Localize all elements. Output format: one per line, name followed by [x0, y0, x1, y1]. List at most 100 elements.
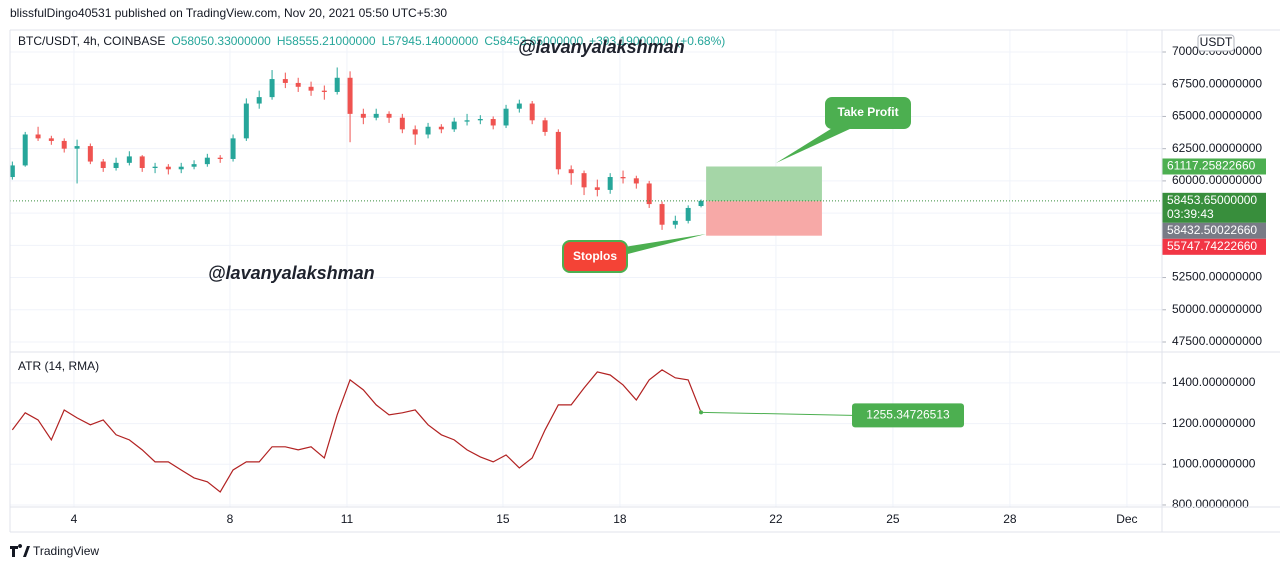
value-callout-label: 1255.34726513	[866, 408, 950, 422]
ohlc-value: H58555.21000000	[277, 34, 376, 48]
candle-body	[529, 103, 535, 121]
candle-body	[386, 113, 392, 118]
candle-body	[334, 77, 340, 92]
candle-body	[607, 177, 613, 190]
candle-body	[425, 126, 431, 135]
watermark: @lavanyalakshman	[518, 37, 685, 57]
x-tick-label: Dec	[1116, 512, 1137, 526]
candle-body	[35, 134, 41, 139]
candle-body	[646, 183, 652, 205]
candle-body	[48, 138, 54, 141]
candle-body	[672, 220, 678, 225]
y-tick-label: 50000.00000000	[1172, 302, 1262, 316]
brand: TradingView	[33, 544, 99, 558]
candle-body	[204, 157, 210, 165]
candle-body	[269, 79, 275, 98]
candle-body	[191, 164, 197, 167]
stop-loss-label: Stoplos	[573, 249, 617, 263]
watermark: @lavanyalakshman	[208, 263, 375, 283]
take-profit-label: Take Profit	[837, 105, 898, 119]
candle-body	[373, 113, 379, 118]
y-tick-label: 62500.00000000	[1172, 141, 1262, 155]
candle-body	[490, 119, 496, 126]
candle-body	[282, 79, 288, 83]
candle-body	[230, 138, 236, 159]
candle-body	[113, 162, 119, 168]
candle-body	[659, 204, 665, 225]
candle-body	[87, 146, 93, 162]
candle-body	[126, 156, 132, 163]
price-tag-label: 61117.25822660	[1167, 159, 1256, 173]
candle-body	[581, 173, 587, 188]
candle-body	[152, 166, 158, 168]
y-tick-label: 67500.00000000	[1172, 76, 1262, 90]
ohlc-value: +393.19000000 (+0.68%)	[589, 34, 725, 48]
candle-body	[542, 120, 548, 132]
candle-body	[620, 177, 626, 179]
value-callout	[852, 403, 964, 428]
candle-body	[165, 166, 171, 170]
candle-body	[594, 187, 600, 190]
candle-body	[74, 146, 80, 149]
ohlc-value: L57945.14000000	[382, 34, 479, 48]
candle-body	[477, 119, 483, 121]
take-profit-box	[825, 97, 911, 129]
price-tag	[1162, 222, 1266, 239]
candle-body	[555, 131, 561, 170]
indicator-title: ATR (14, RMA)	[18, 359, 99, 373]
currency-box	[1197, 34, 1235, 52]
candle-body	[451, 121, 457, 130]
candle-body	[412, 129, 418, 135]
candle-body	[100, 161, 106, 168]
price-tag-label: 58453.65000000	[1167, 193, 1257, 207]
candle-body	[464, 120, 470, 122]
x-tick-label: 25	[886, 512, 900, 526]
candle-body	[9, 165, 15, 178]
y-tick-label: 1200.00000000	[1172, 416, 1256, 430]
price-tag-countdown: 03:39:43	[1167, 207, 1214, 221]
x-tick-label: 18	[613, 512, 627, 526]
candle-body	[516, 103, 522, 109]
candle-body	[633, 178, 639, 184]
profit-zone	[706, 166, 822, 202]
y-tick-label: 60000.00000000	[1172, 173, 1262, 187]
x-tick-label: 28	[1003, 512, 1017, 526]
candle-body	[295, 82, 301, 87]
logo-mark	[10, 544, 30, 557]
published-line: blissfulDingo40531 published on TradingV…	[10, 6, 447, 20]
candle-body	[178, 166, 184, 170]
candle-body	[139, 156, 145, 168]
callout-pointer	[618, 234, 706, 256]
candle-body	[503, 108, 509, 126]
panes: 4 8 11 15 18 22 25 28 Dec 47500.00000000 50000.000…	[9, 30, 1266, 526]
price-tag	[1162, 238, 1266, 255]
price-tag	[1162, 192, 1266, 223]
legend-line: BTC/USDT, 4h, COINBASE O58050.33000000 H58…	[18, 34, 725, 48]
currency: USDT	[1200, 35, 1233, 49]
candle-body	[698, 200, 704, 207]
atr-line	[11, 369, 702, 493]
candle-body	[568, 169, 574, 174]
candle-body	[360, 113, 366, 118]
candle-body	[685, 207, 691, 221]
symbol: BTC/USDT, 4h, COINBASE	[18, 34, 165, 48]
y-tick-label: 800.00000000	[1172, 497, 1249, 511]
price-tag	[1162, 158, 1266, 175]
candle-body	[438, 126, 444, 130]
candle-body	[308, 86, 314, 91]
candle-body	[61, 140, 67, 149]
logo	[10, 544, 30, 557]
loss-zone	[706, 201, 822, 236]
y-tick-label: 1400.00000000	[1172, 375, 1256, 389]
candle-body	[243, 103, 249, 139]
candle-body	[347, 77, 353, 114]
ohlc-value: C58453.65000000	[484, 34, 583, 48]
x-tick-label: 15	[496, 512, 510, 526]
y-tick-label: 52500.00000000	[1172, 270, 1262, 284]
price-tag-label: 55747.74222660	[1167, 239, 1257, 253]
candle-body	[399, 117, 405, 130]
candle-body	[217, 157, 223, 159]
price-tag-label: 58432.50022660	[1167, 223, 1257, 237]
